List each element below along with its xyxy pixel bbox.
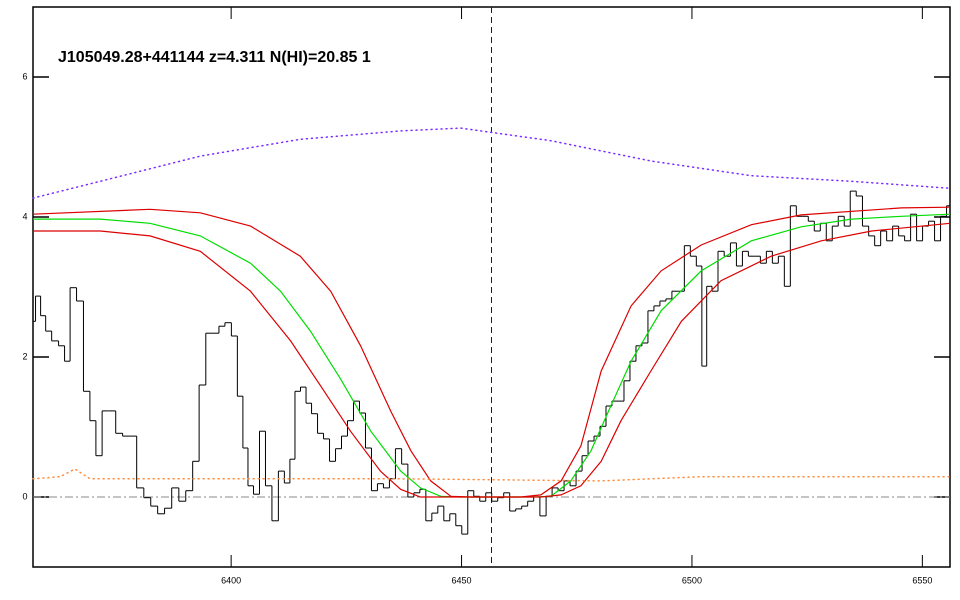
x-tick-label: 6400 bbox=[221, 575, 241, 585]
dotted-curve bbox=[32, 468, 951, 482]
model-curve bbox=[33, 213, 951, 498]
x-tick-label: 6450 bbox=[452, 575, 472, 585]
model-curve bbox=[33, 222, 951, 498]
y-tick-label: 6 bbox=[22, 71, 27, 81]
y-tick-label: 2 bbox=[22, 351, 27, 361]
dotted-curve bbox=[32, 127, 951, 199]
y-tick-label: 0 bbox=[22, 491, 27, 501]
x-tick-label: 6500 bbox=[682, 575, 702, 585]
y-tick-label: 4 bbox=[22, 211, 27, 221]
chart-title: J105049.28+441144 z=4.311 N(HI)=20.85 1 bbox=[58, 49, 371, 66]
x-tick-label: 6550 bbox=[912, 575, 932, 585]
